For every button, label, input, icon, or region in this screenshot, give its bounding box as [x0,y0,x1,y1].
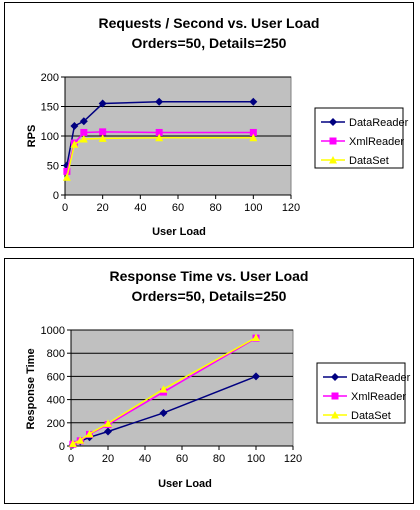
x-tick-label: 120 [284,453,302,465]
rps-chart-panel: Requests / Second vs. User Load Orders=5… [4,2,414,248]
legend-swatch-marker [329,137,337,145]
x-axis-label: User Load [158,478,212,490]
x-tick-label: 60 [176,453,188,465]
chart-subtitle: Orders=50, Details=250 [132,288,287,304]
y-tick-label: 0 [59,441,65,453]
series-line-dataset [66,137,254,178]
data-point-dataset [159,385,168,393]
legend-entry-dataset: DataSet [349,155,389,167]
data-point-datareader [159,408,168,417]
data-point-datareader [79,117,88,126]
y-tick-label: 50 [47,161,59,173]
x-tick-label: 0 [62,202,68,214]
y-tick-label: 1000 [41,325,65,337]
data-point-datareader [155,97,164,106]
legend-swatch-marker [331,411,339,419]
data-point-datareader [249,97,258,106]
legend-swatch-marker [331,373,339,381]
x-tick-label: 100 [247,453,265,465]
x-tick-label: 20 [102,453,114,465]
x-axis-label: User Load [152,226,206,238]
y-tick-label: 400 [47,395,65,407]
y-tick-label: 200 [47,418,65,430]
response-time-chart-panel: Response Time vs. User Load Orders=50, D… [4,258,414,504]
y-tick-label: 200 [41,72,59,84]
rps-chart: Requests / Second vs. User Load Orders=5… [26,15,409,238]
legend-entry-dataset: DataSet [351,410,391,422]
chart-subtitle: Orders=50, Details=250 [132,35,287,51]
y-axis-label: RPS [26,125,38,148]
x-tick-label: 120 [282,202,300,214]
legend-swatch-marker [329,156,337,164]
data-point-datareader [98,99,107,108]
y-tick-label: 150 [41,102,59,114]
x-tick-label: 40 [134,202,146,214]
series-line-datareader [66,101,254,166]
data-point-dataset [76,436,85,444]
response-time-chart: Response Time vs. User Load Orders=50, D… [25,268,411,490]
x-tick-label: 100 [244,202,262,214]
data-point-xmlreader [249,128,257,136]
legend-entry-datareader: DataReader [351,372,411,384]
y-tick-label: 800 [47,348,65,360]
legend-entry-xmlreader: XmlReader [351,391,406,403]
x-tick-label: 80 [213,453,225,465]
data-point-dataset [252,333,260,342]
x-tick-label: 80 [210,202,222,214]
chart-title: Requests / Second vs. User Load [99,15,320,31]
data-point-dataset [85,429,94,438]
data-point-xmlreader [63,167,71,175]
x-tick-label: 0 [68,453,74,465]
data-point-datareader [104,427,112,436]
y-axis-label: Response Time [25,348,37,429]
data-point-dataset [68,439,77,448]
data-point-xmlreader [155,128,163,136]
data-point-xmlreader [99,128,107,136]
data-point-dataset [155,133,164,142]
legend-swatch-marker [331,392,339,400]
plot-area [70,329,294,447]
data-point-dataset [98,134,107,142]
x-tick-label: 60 [172,202,184,214]
legend-entry-xmlreader: XmlReader [349,136,404,148]
y-tick-label: 0 [53,190,59,202]
legend-swatch-marker [329,118,337,126]
data-point-dataset [79,134,88,143]
chart-title: Response Time vs. User Load [110,268,309,284]
y-tick-label: 100 [41,131,59,143]
data-point-datareader [252,372,260,381]
x-tick-label: 40 [139,453,151,465]
y-tick-label: 600 [47,371,65,383]
data-point-dataset [104,419,112,427]
data-point-xmlreader [80,128,88,136]
data-point-dataset [249,133,258,142]
data-point-dataset [62,173,71,181]
x-tick-label: 20 [97,202,109,214]
legend-entry-datareader: DataReader [349,117,409,129]
data-point-dataset [70,140,79,148]
data-point-datareader [70,121,79,130]
